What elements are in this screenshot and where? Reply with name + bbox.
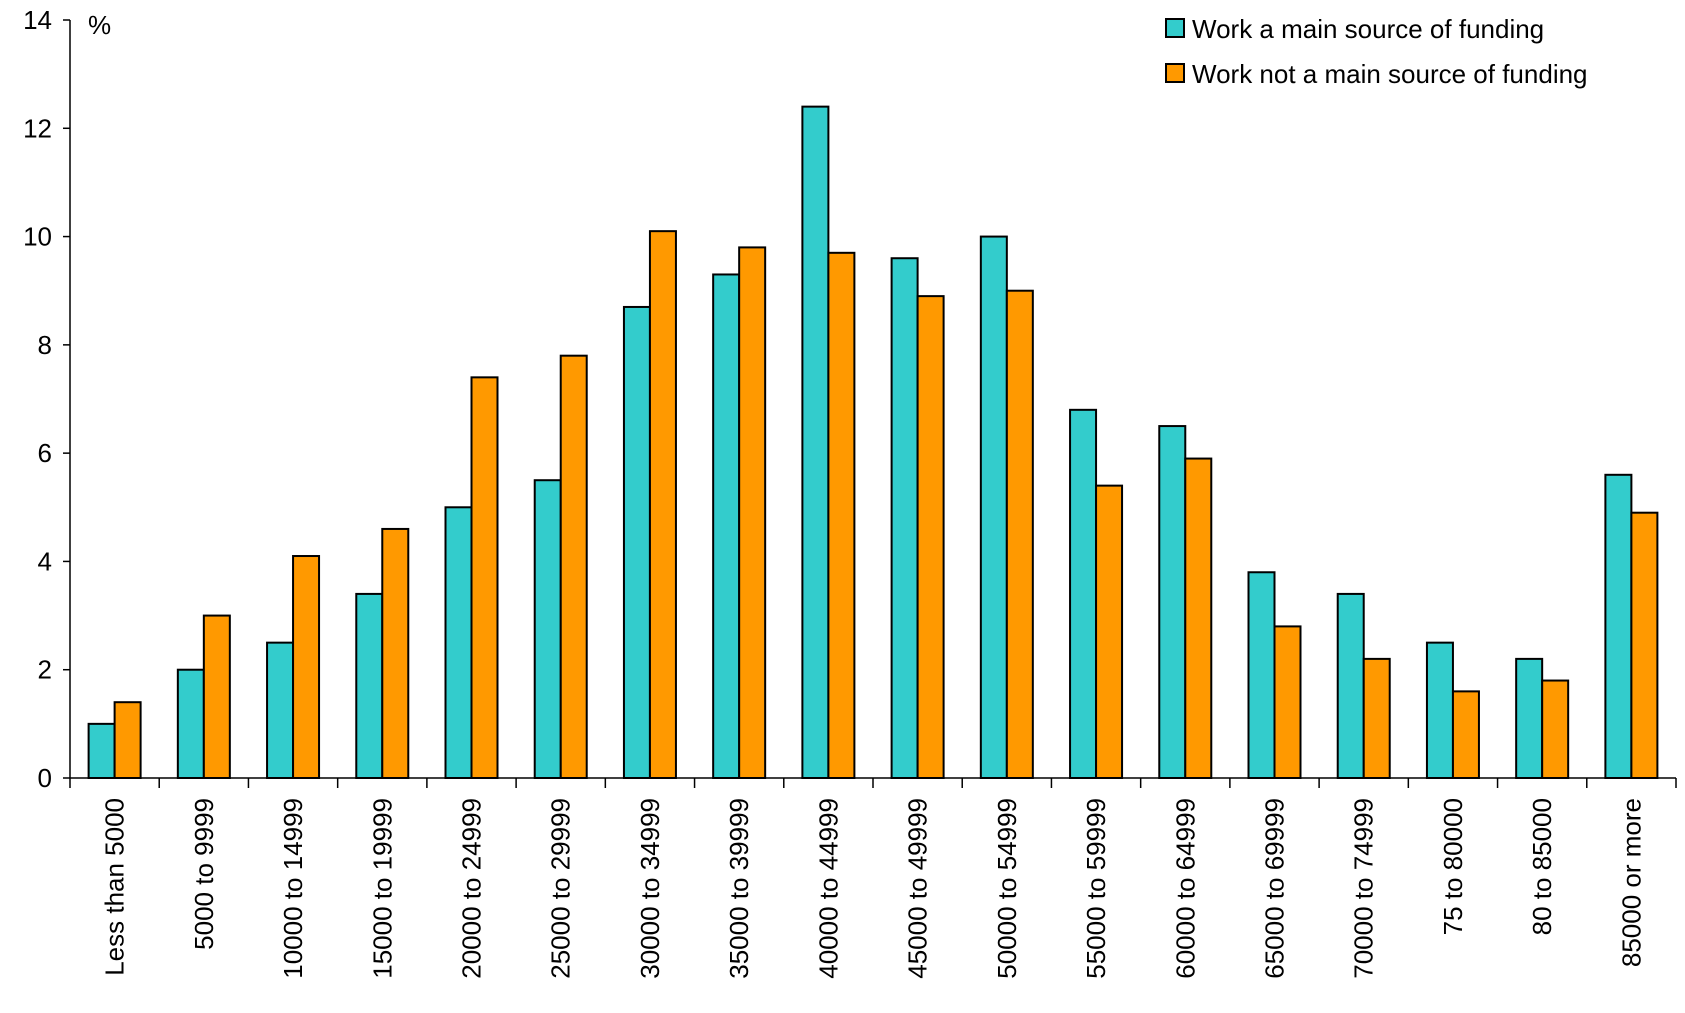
bar-series-2-15 [1451,690,1480,779]
x-tick-label: Less than 5000 [100,798,130,976]
y-tick-label: 12 [23,113,52,143]
bar-series-2-8 [827,251,856,780]
bar-series-1-9 [890,257,919,779]
bar-series-1-7 [712,273,741,779]
bar-series-1-0 [87,722,116,779]
bar-series-1-11 [1069,408,1098,779]
y-tick-label: 10 [23,222,52,252]
bar-series-2-10 [1005,289,1034,779]
bar-series-1-10 [979,235,1008,780]
y-tick-label: 8 [38,330,52,360]
y-tick-label: 0 [38,763,52,793]
x-tick-label: 85000 or more [1616,798,1646,967]
bar-series-1-2 [266,641,295,780]
legend-label-1: Work a main source of funding [1192,14,1544,44]
x-tick-label: 75 to 80000 [1438,798,1468,935]
bar-series-2-16 [1541,679,1570,779]
legend-swatch-1 [1165,18,1185,38]
bar-series-2-17 [1630,511,1659,779]
bar-series-2-11 [1095,484,1124,779]
bar-series-1-3 [355,592,384,780]
x-tick-label: 65000 to 69999 [1260,798,1290,979]
x-tick-label: 60000 to 64999 [1170,798,1200,979]
legend-swatch-2 [1165,63,1185,83]
bar-series-1-1 [176,668,205,780]
bar-series-2-7 [738,246,767,779]
x-tick-label: 70000 to 74999 [1349,798,1379,979]
bar-series-2-6 [648,230,677,779]
x-tick-label: 20000 to 24999 [457,798,487,979]
x-tick-label: 35000 to 39999 [724,798,754,979]
bar-series-1-14 [1336,592,1365,780]
bar-series-2-12 [1184,457,1213,779]
y-tick-label: 4 [38,546,52,576]
x-tick-label: 30000 to 34999 [635,798,665,979]
bar-series-2-1 [202,614,231,779]
bar-series-1-13 [1247,571,1276,779]
x-tick-label: 40000 to 44999 [813,798,843,979]
x-tick-label: 45000 to 49999 [903,798,933,979]
bar-series-1-6 [622,305,651,779]
x-tick-label: 15000 to 19999 [367,798,397,979]
x-tick-label: 80 to 85000 [1527,798,1557,935]
bar-series-1-8 [801,105,830,779]
bar-series-1-4 [444,506,473,779]
x-tick-label: 55000 to 59999 [1081,798,1111,979]
y-axis-unit-label: % [88,10,111,40]
legend-label-2: Work not a main source of funding [1192,59,1588,89]
bar-series-1-17 [1604,473,1633,779]
ticks-layer: 0 2 4 6 8 10 12 14 Less than 5000 5000 to 9999 100… [23,5,1677,979]
bar-series-1-15 [1425,641,1454,780]
x-tick-label: 25000 to 29999 [546,798,576,979]
bar-series-2-4 [470,376,499,779]
bar-series-2-0 [113,701,142,780]
y-tick-label: 14 [23,5,52,35]
x-tick-label: 5000 to 9999 [189,798,219,950]
bar-series-2-9 [916,295,945,779]
legend: Work a main source of funding Work not a … [1165,14,1588,89]
x-tick-label: 10000 to 14999 [278,798,308,979]
bar-series-2-3 [381,527,410,780]
y-tick-label: 6 [38,438,52,468]
y-tick-label: 2 [38,655,52,685]
bar-series-2-2 [292,555,321,779]
bar-series-2-13 [1273,625,1302,780]
bar-series-2-5 [559,354,588,779]
bar-series-1-16 [1515,657,1544,780]
x-tick-label: 50000 to 54999 [992,798,1022,979]
bars-layer [87,105,1659,780]
bar-series-1-12 [1158,425,1187,779]
bar-series-2-14 [1362,657,1391,780]
bar-series-1-5 [533,479,562,779]
